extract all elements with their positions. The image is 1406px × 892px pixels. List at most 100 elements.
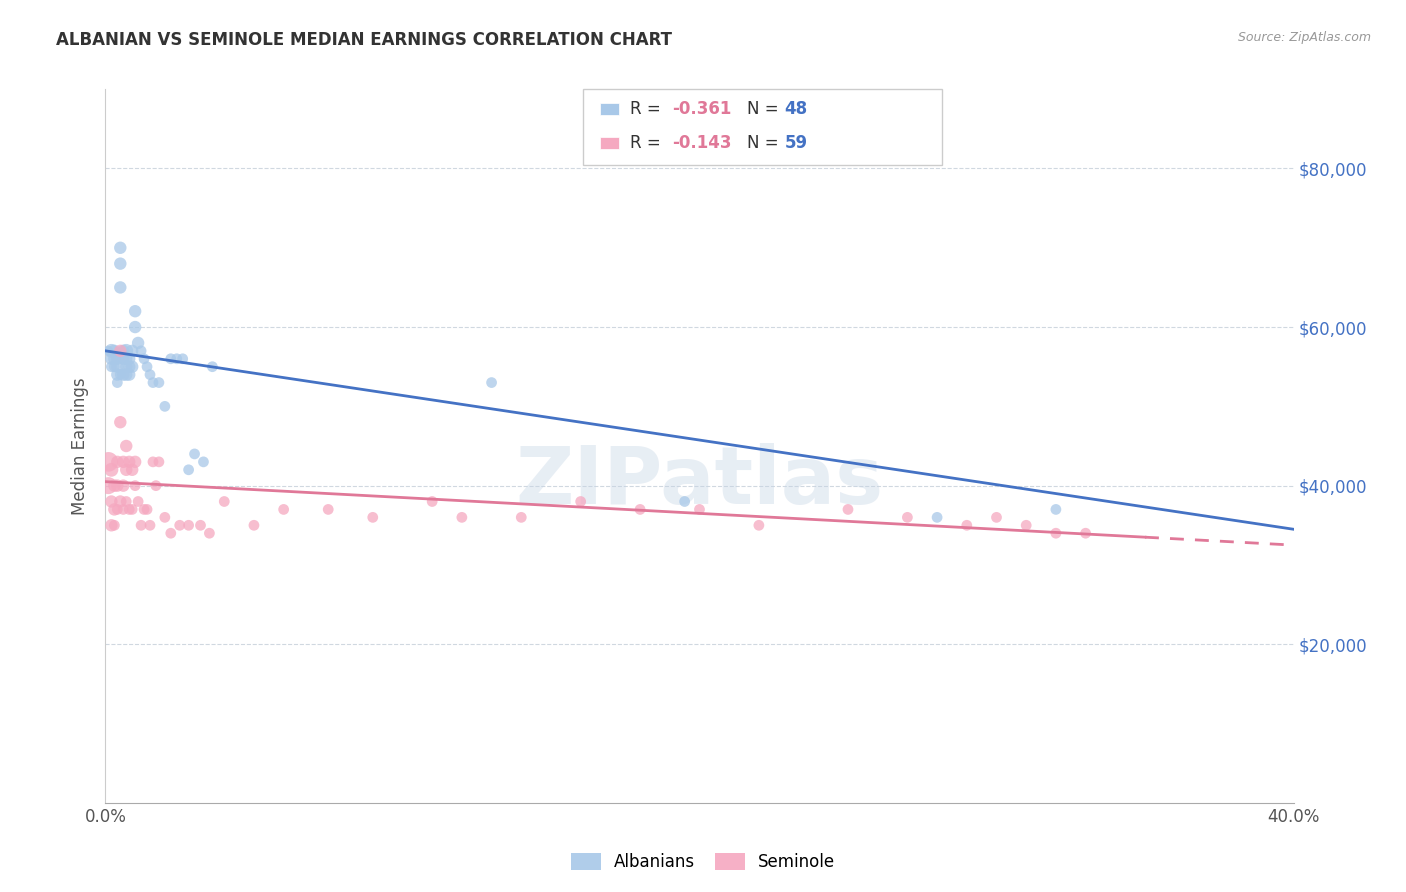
Point xyxy=(1045,526,1067,541)
Point xyxy=(110,343,132,358)
Point xyxy=(177,518,200,533)
Point xyxy=(183,447,205,461)
Point xyxy=(100,351,122,366)
Text: R =: R = xyxy=(630,134,666,152)
Point xyxy=(129,518,152,533)
Point xyxy=(148,376,170,390)
Point xyxy=(1015,518,1038,533)
Point xyxy=(103,351,125,366)
Point xyxy=(110,494,132,508)
Point xyxy=(115,494,138,508)
Point xyxy=(103,478,125,492)
Point xyxy=(316,502,339,516)
Point xyxy=(103,502,125,516)
Point xyxy=(124,478,146,492)
Point xyxy=(112,502,135,516)
Point xyxy=(115,359,138,374)
Point xyxy=(105,376,128,390)
Point xyxy=(100,494,122,508)
Point xyxy=(193,455,215,469)
Point xyxy=(243,518,266,533)
Point xyxy=(100,359,122,374)
Point xyxy=(103,343,125,358)
Point xyxy=(201,359,224,374)
Point xyxy=(97,478,120,492)
Point xyxy=(100,463,122,477)
Point xyxy=(132,502,155,516)
Point xyxy=(159,526,181,541)
Text: 48: 48 xyxy=(785,100,807,118)
Text: N =: N = xyxy=(747,100,783,118)
Point xyxy=(97,343,120,358)
Point xyxy=(956,518,979,533)
Point xyxy=(112,455,135,469)
Point xyxy=(118,368,141,382)
Point xyxy=(142,455,165,469)
Point xyxy=(110,257,132,271)
Point xyxy=(153,400,176,414)
Point xyxy=(112,351,135,366)
Point xyxy=(105,478,128,492)
Point xyxy=(105,368,128,382)
Point xyxy=(136,359,159,374)
Point xyxy=(450,510,472,524)
Point xyxy=(673,494,696,508)
Point xyxy=(628,502,651,516)
Point xyxy=(214,494,236,508)
Point xyxy=(148,455,170,469)
Point xyxy=(115,351,138,366)
Point xyxy=(121,502,143,516)
Point xyxy=(361,510,384,524)
Point xyxy=(105,455,128,469)
Point xyxy=(110,368,132,382)
Point xyxy=(190,518,212,533)
Point xyxy=(115,463,138,477)
Point xyxy=(986,510,1008,524)
Point xyxy=(481,376,503,390)
Point xyxy=(1045,502,1067,516)
Point xyxy=(115,368,138,382)
Point xyxy=(97,455,120,469)
Point xyxy=(569,494,592,508)
Text: -0.361: -0.361 xyxy=(672,100,731,118)
Point xyxy=(121,359,143,374)
Point xyxy=(118,351,141,366)
Point xyxy=(139,368,162,382)
Text: R =: R = xyxy=(630,100,666,118)
Point xyxy=(136,502,159,516)
Point xyxy=(145,478,167,492)
Point xyxy=(105,502,128,516)
Point xyxy=(172,351,194,366)
Point xyxy=(127,494,149,508)
Point xyxy=(142,376,165,390)
Point xyxy=(837,502,859,516)
Point xyxy=(124,304,146,318)
Point xyxy=(927,510,949,524)
Point xyxy=(105,351,128,366)
Point xyxy=(124,320,146,334)
Point xyxy=(105,359,128,374)
Point xyxy=(153,510,176,524)
Point xyxy=(127,335,149,350)
Point xyxy=(112,343,135,358)
Y-axis label: Median Earnings: Median Earnings xyxy=(72,377,90,515)
Point xyxy=(273,502,295,516)
Point xyxy=(118,359,141,374)
Point xyxy=(198,526,221,541)
Text: ZIPatlas: ZIPatlas xyxy=(516,442,883,521)
Point xyxy=(115,439,138,453)
Point xyxy=(1074,526,1097,541)
Point xyxy=(510,510,533,524)
Point xyxy=(169,518,191,533)
Point xyxy=(129,343,152,358)
Point xyxy=(748,518,770,533)
Text: ALBANIAN VS SEMINOLE MEDIAN EARNINGS CORRELATION CHART: ALBANIAN VS SEMINOLE MEDIAN EARNINGS COR… xyxy=(56,31,672,49)
Legend: Albanians, Seminole: Albanians, Seminole xyxy=(562,845,844,880)
Point xyxy=(420,494,443,508)
Point xyxy=(112,478,135,492)
Text: -0.143: -0.143 xyxy=(672,134,731,152)
Point xyxy=(139,518,162,533)
Point xyxy=(132,351,155,366)
Point xyxy=(100,518,122,533)
Point xyxy=(689,502,711,516)
